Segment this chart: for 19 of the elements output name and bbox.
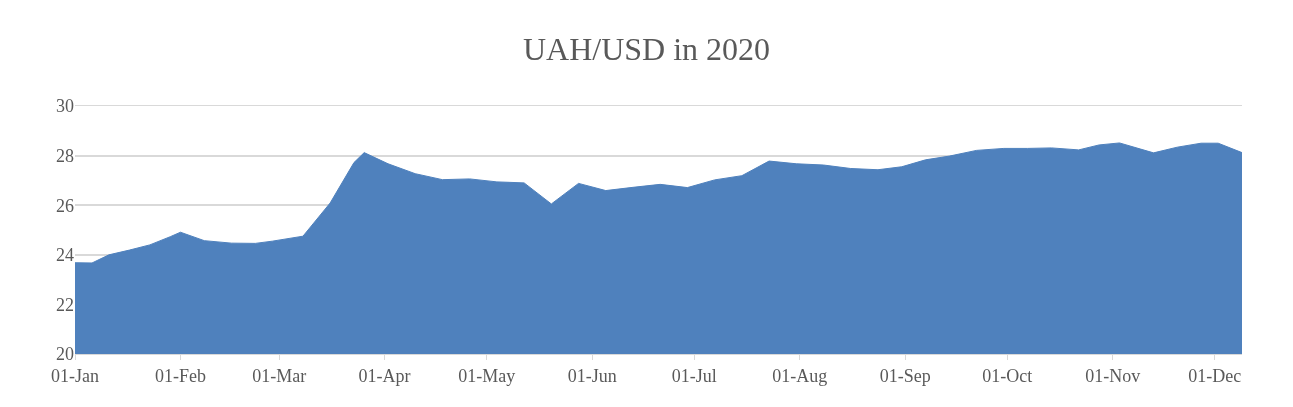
x-tick-label: 01-May [458,365,516,386]
x-tick-label: 01-Aug [772,365,828,386]
y-tick-label: 20 [56,344,74,365]
x-tick-label: 01-Jul [671,365,717,386]
y-tick-label: 24 [56,245,74,266]
x-tick-label: 01-Jun [567,365,617,386]
y-tick-label: 22 [56,294,74,315]
x-tick-label: 01-Nov [1085,365,1141,386]
x-tick-label: 01-Jan [51,365,99,386]
y-tick-label: 30 [56,96,74,117]
chart-title: UAH/USD in 2020 [522,31,771,68]
x-tick-label: 01-Feb [154,365,206,386]
y-tick-label: 26 [56,195,74,216]
y-tick-label: 28 [56,145,74,166]
x-tick-label: 01-Apr [358,365,411,386]
x-tick-label: 01-Sep [879,365,931,386]
x-tick-label: 01-Dec [1188,365,1242,386]
x-tick-label: 01-Oct [982,365,1033,386]
x-tick-label: 01-Mar [252,365,307,386]
